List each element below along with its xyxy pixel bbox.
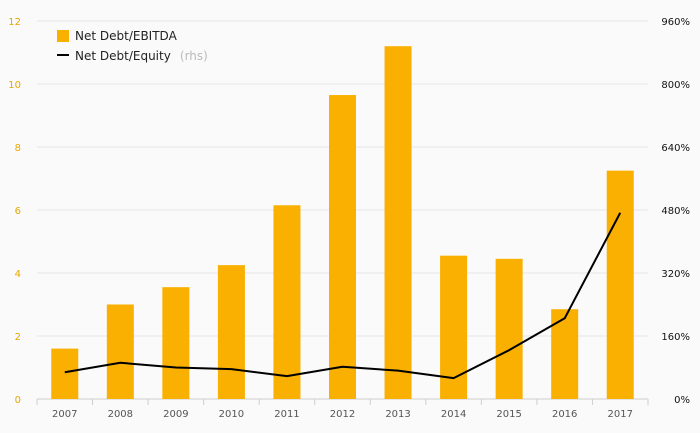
legend: Net Debt/EBITDA Net Debt/Equity (rhs) xyxy=(57,29,208,64)
legend-label-line-suffix: (rhs) xyxy=(180,49,208,63)
y-right-tick-label: 960% xyxy=(661,17,690,28)
y-left-tick-label: 6 xyxy=(15,206,21,217)
y-right-tick-label: 800% xyxy=(661,80,690,91)
legend-label-line: Net Debt/Equity (rhs) xyxy=(75,45,208,64)
y-left-tick-label: 12 xyxy=(8,17,21,28)
x-tick-label: 2014 xyxy=(441,409,466,420)
y-right-tick-label: 480% xyxy=(661,206,690,217)
x-tick-label: 2010 xyxy=(219,409,244,420)
x-tick-label: 2012 xyxy=(330,409,355,420)
bar xyxy=(51,348,79,399)
x-axis: 2007 2008 2009 2010 2011 2012 2013 2014 2015 2016… xyxy=(36,399,649,420)
x-tick-label: 2009 xyxy=(163,409,188,420)
bar xyxy=(329,95,356,400)
bar xyxy=(273,205,301,399)
bar xyxy=(384,46,412,399)
left-axis: 0 2 4 6 8 10 12 xyxy=(8,17,21,406)
bar xyxy=(495,258,523,399)
y-left-tick-label: 0 xyxy=(15,395,21,406)
bar xyxy=(162,287,190,399)
x-tick-label: 2015 xyxy=(496,409,521,420)
y-left-tick-label: 4 xyxy=(15,269,21,280)
bar xyxy=(217,265,245,399)
right-axis: 0% 160% 320% 480% 640% 800% 960% xyxy=(661,17,690,406)
bar xyxy=(606,170,634,399)
x-tick-label: 2017 xyxy=(608,409,633,420)
y-left-tick-label: 10 xyxy=(8,80,21,91)
y-right-tick-label: 320% xyxy=(661,269,690,280)
line-series xyxy=(64,212,622,380)
y-left-tick-label: 8 xyxy=(15,143,21,154)
x-tick-label: 2016 xyxy=(552,409,577,420)
y-right-tick-label: 160% xyxy=(661,332,690,343)
y-left-tick-label: 2 xyxy=(15,332,21,343)
bar xyxy=(440,255,468,399)
y-right-tick-label: 0% xyxy=(674,395,690,406)
x-tick-label: 2008 xyxy=(108,409,133,420)
x-tick-label: 2013 xyxy=(385,409,410,420)
legend-swatch-bar xyxy=(57,30,69,42)
legend-label-line-name: Net Debt/Equity xyxy=(75,49,171,63)
x-tick-label: 2007 xyxy=(52,409,77,420)
y-right-tick-label: 640% xyxy=(661,143,690,154)
legend-label-bar: Net Debt/EBITDA xyxy=(75,29,178,43)
bar-series xyxy=(51,46,634,400)
series-line xyxy=(64,212,622,380)
x-tick-label: 2011 xyxy=(274,409,299,420)
bar xyxy=(106,304,134,399)
